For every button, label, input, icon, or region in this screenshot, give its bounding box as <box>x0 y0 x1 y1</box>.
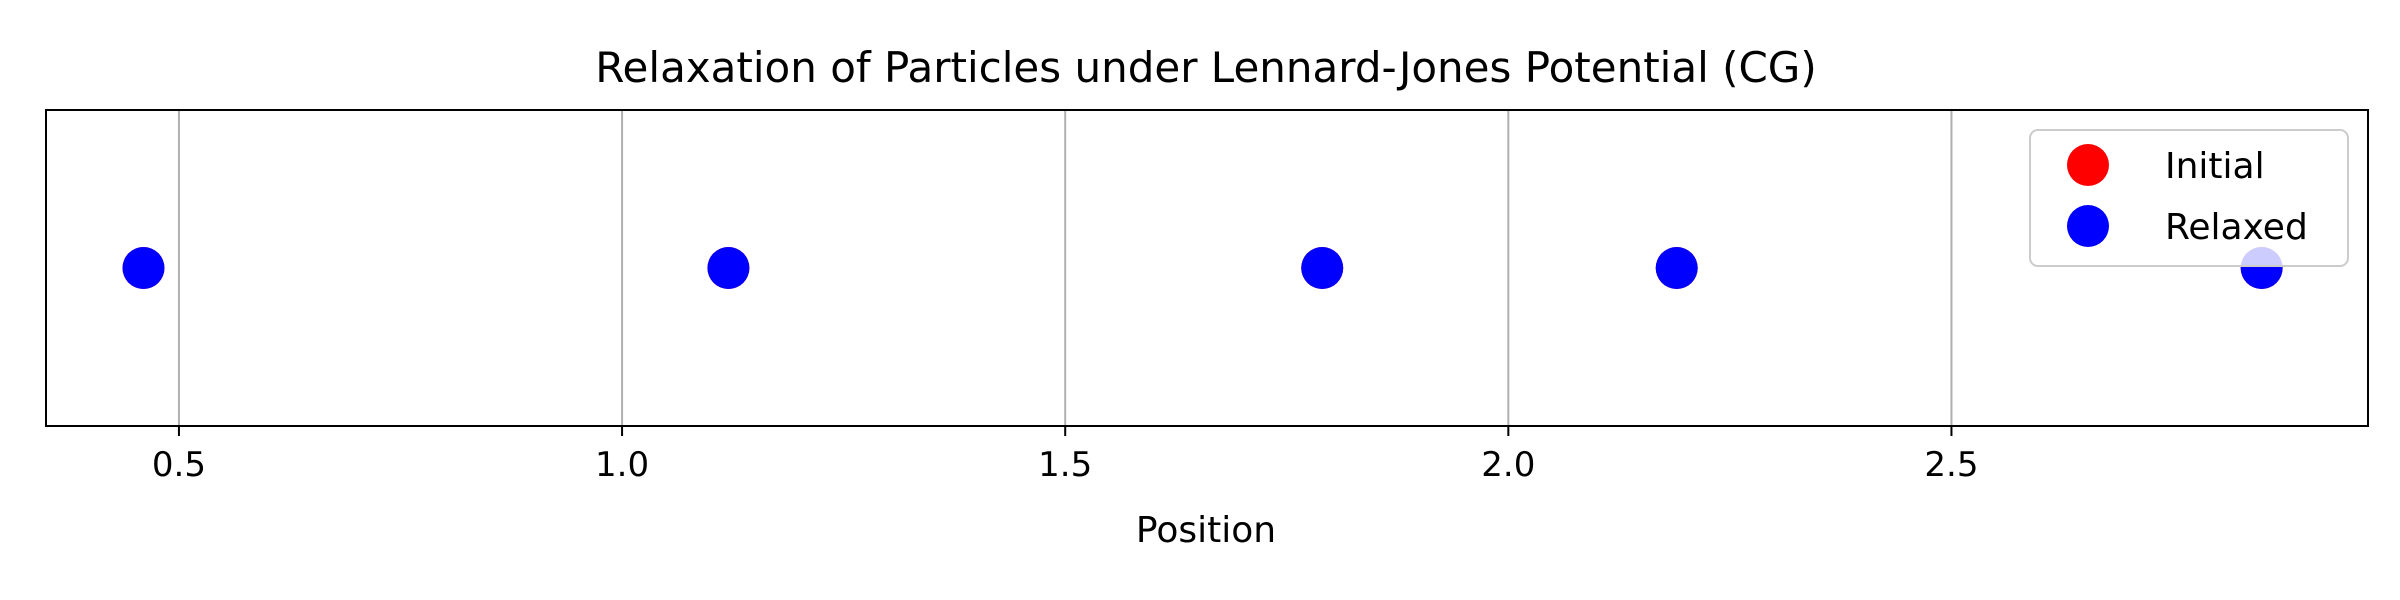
plot-frame <box>45 109 2369 427</box>
x-tick-label: 2.0 <box>1481 445 1535 485</box>
chart-title: Relaxation of Particles under Lennard-Jo… <box>595 43 1816 92</box>
legend-marker-initial <box>2067 144 2109 186</box>
legend-marker-relaxed <box>2067 205 2109 247</box>
legend-label-relaxed: Relaxed <box>2165 207 2308 248</box>
data-point-relaxed <box>1301 247 1344 289</box>
legend-box <box>2029 129 2349 267</box>
data-point-relaxed <box>707 247 750 289</box>
data-point-relaxed <box>122 247 165 289</box>
points-layer <box>122 247 2283 289</box>
x-tick-label: 0.5 <box>152 445 206 485</box>
x-tick-label: 1.5 <box>1038 445 1092 485</box>
legend-label-initial: Initial <box>2165 146 2265 187</box>
x-axis-ticks: 0.5 1.0 1.5 2.0 2.5 <box>152 426 1978 485</box>
legend: Initial Relaxed <box>2029 129 2349 267</box>
grid-layer <box>177 110 1953 426</box>
x-tick-label: 1.0 <box>595 445 649 485</box>
x-axis-label: Position <box>1136 510 1276 551</box>
data-point-relaxed <box>1655 247 1698 289</box>
x-tick-label: 2.5 <box>1924 445 1978 485</box>
